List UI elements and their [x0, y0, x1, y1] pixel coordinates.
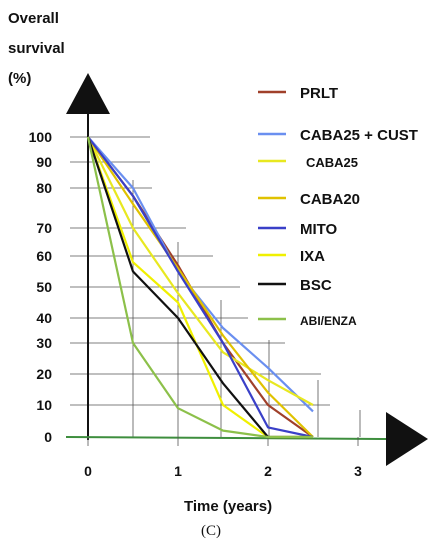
- grid-lines: [70, 136, 361, 437]
- legend-label-abi-enza: ABI/ENZA: [300, 314, 357, 328]
- y-tick-label-50: 50: [36, 279, 52, 295]
- y-tick-label-0: 0: [44, 429, 52, 445]
- legend: PRLT CABA25 + CUST CABA25 CABA20 MITO IXA BSC A…: [258, 85, 418, 328]
- y-tick-label-30: 30: [36, 335, 52, 351]
- y-tick-label-20: 20: [36, 366, 52, 382]
- legend-label-caba25: CABA25: [306, 155, 358, 170]
- legend-label-ixa: IXA: [300, 248, 325, 265]
- x-tick-label-1: 1: [174, 463, 182, 479]
- y-tick-label-40: 40: [36, 310, 52, 326]
- y-axis-label-line-1: Overall: [8, 10, 59, 27]
- x-axis-line: [65, 436, 387, 440]
- x-tick-label-3: 3: [354, 463, 362, 479]
- series-line-abi-enza: [86, 136, 313, 439]
- y-tick-label-60: 60: [36, 248, 52, 264]
- series-line-caba25: [87, 136, 314, 406]
- legend-label-caba20: CABA20: [300, 191, 360, 208]
- legend-label-bsc: BSC: [300, 277, 332, 294]
- series-layer: [86, 136, 314, 439]
- y-tick-label-90: 90: [36, 154, 52, 170]
- y-axis-label-line-3: (%): [8, 70, 32, 87]
- x-axis-arrowhead: [386, 412, 428, 466]
- legend-label-mito: MITO: [300, 221, 338, 238]
- y-axis-label-line-2: survival: [8, 40, 65, 57]
- legend-label-caba25-cust: CABA25 + CUST: [300, 127, 418, 144]
- y-tick-label-10: 10: [36, 397, 52, 413]
- series-line-mito: [87, 136, 314, 439]
- legend-label-prlt: PRLT: [300, 85, 338, 102]
- y-axis-arrowhead: [66, 73, 110, 114]
- x-tick-label-2: 2: [264, 463, 272, 479]
- series-line-caba20: [87, 136, 314, 438]
- x-axis-label: Time (years): [184, 498, 273, 515]
- y-tick-label-80: 80: [36, 180, 52, 196]
- axes: [65, 73, 428, 466]
- series-line-caba25-cust: [87, 136, 314, 413]
- panel-label: (C): [201, 523, 221, 539]
- y-tick-label-70: 70: [36, 220, 52, 236]
- y-tick-label-100: 100: [29, 129, 53, 145]
- x-tick-label-0: 0: [84, 463, 92, 479]
